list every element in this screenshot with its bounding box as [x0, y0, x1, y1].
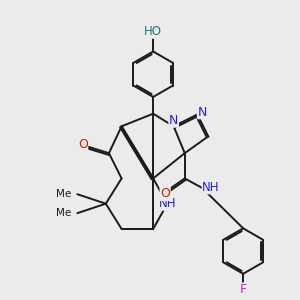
Text: N: N	[169, 114, 178, 127]
Text: HO: HO	[144, 25, 162, 38]
Text: O: O	[160, 188, 170, 200]
Text: N: N	[197, 106, 207, 118]
Text: Me: Me	[56, 189, 72, 199]
Text: F: F	[240, 283, 247, 296]
Text: NH: NH	[159, 197, 176, 210]
Text: Me: Me	[56, 208, 72, 218]
Text: O: O	[78, 138, 88, 151]
Text: NH: NH	[202, 181, 220, 194]
